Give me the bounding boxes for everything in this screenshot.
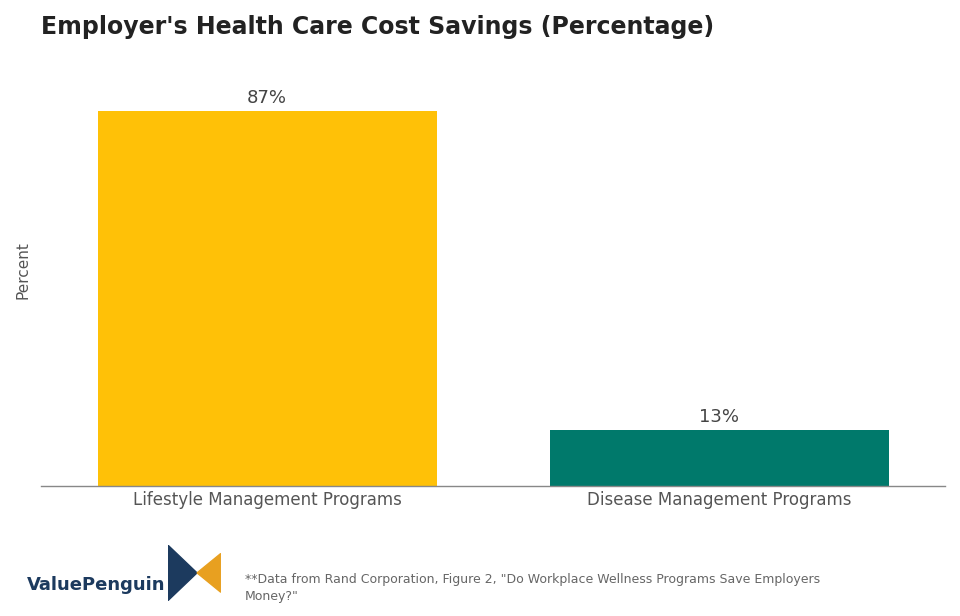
Polygon shape: [168, 545, 197, 601]
Polygon shape: [197, 554, 221, 593]
Bar: [549, 430, 889, 486]
Text: 87%: 87%: [247, 89, 287, 107]
Text: ValuePenguin: ValuePenguin: [27, 576, 165, 594]
Bar: [98, 111, 437, 486]
Text: Employer's Health Care Cost Savings (Percentage): Employer's Health Care Cost Savings (Per…: [41, 15, 714, 39]
Y-axis label: Percent: Percent: [15, 241, 30, 299]
Text: **Data from Rand Corporation, Figure 2, "Do Workplace Wellness Programs Save Emp: **Data from Rand Corporation, Figure 2, …: [245, 573, 820, 603]
Text: 13%: 13%: [699, 408, 739, 426]
